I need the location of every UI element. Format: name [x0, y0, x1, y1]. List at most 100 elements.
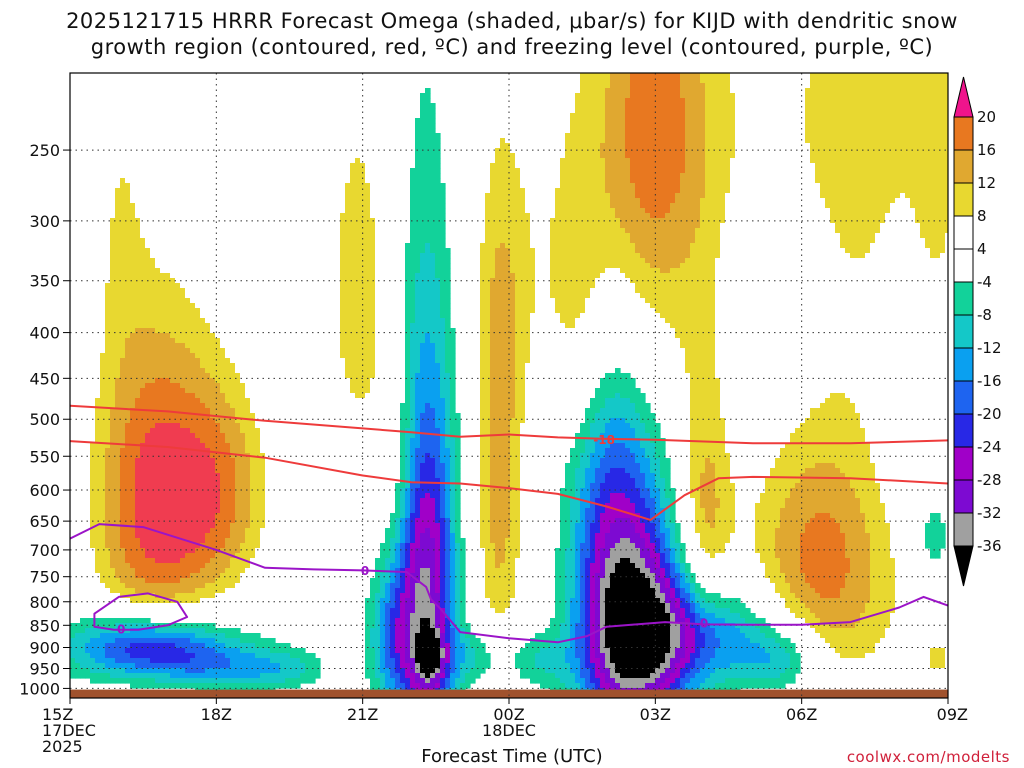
omega-cell — [720, 108, 726, 114]
omega-cell — [485, 83, 491, 89]
omega-cell — [655, 263, 661, 269]
omega-cell — [875, 88, 881, 94]
omega-cell — [635, 168, 641, 174]
omega-cell — [710, 238, 716, 244]
omega-cell — [940, 218, 946, 224]
omega-cell — [895, 183, 901, 189]
omega-cell — [655, 248, 661, 254]
omega-cell — [785, 218, 791, 224]
omega-cell — [920, 153, 926, 159]
omega-cell — [105, 248, 111, 254]
omega-cell — [340, 183, 346, 189]
omega-cell — [845, 168, 851, 174]
omega-cell — [680, 128, 686, 134]
omega-cell — [760, 108, 766, 114]
omega-cell — [795, 173, 801, 179]
omega-cell — [620, 118, 626, 124]
omega-cell — [850, 138, 856, 144]
omega-cell — [650, 223, 656, 229]
omega-cell — [610, 148, 616, 154]
omega-cell — [695, 263, 701, 269]
omega-cell — [105, 113, 111, 119]
omega-cell — [715, 98, 721, 104]
omega-cell — [145, 263, 151, 269]
omega-cell — [630, 108, 636, 114]
omega-cell — [95, 213, 101, 219]
omega-cell — [850, 143, 856, 149]
omega-cell — [650, 98, 656, 104]
omega-cell — [120, 263, 126, 269]
omega-cell — [905, 198, 911, 204]
omega-cell — [370, 103, 376, 109]
omega-cell — [145, 228, 151, 234]
omega-cell — [425, 158, 431, 164]
omega-cell — [910, 128, 916, 134]
omega-cell — [935, 83, 941, 89]
omega-cell — [490, 248, 496, 254]
omega-cell — [765, 113, 771, 119]
chart-title: 2025121715 HRRR Forecast Omega (shaded, … — [0, 8, 1024, 60]
omega-cell — [95, 158, 101, 164]
omega-cell — [925, 138, 931, 144]
omega-cell — [695, 213, 701, 219]
omega-cell — [615, 148, 621, 154]
omega-cell — [130, 213, 136, 219]
omega-cell — [755, 138, 761, 144]
omega-cell — [915, 148, 921, 154]
omega-cell — [830, 98, 836, 104]
omega-cell — [715, 248, 721, 254]
omega-cell — [510, 88, 516, 94]
omega-cell — [895, 223, 901, 229]
omega-cell — [555, 128, 561, 134]
omega-cell — [710, 73, 716, 79]
omega-cell — [775, 168, 781, 174]
omega-cell — [945, 143, 948, 149]
omega-cell — [660, 248, 666, 254]
omega-cell — [855, 173, 861, 179]
omega-cell — [545, 208, 551, 214]
omega-cell — [625, 103, 631, 109]
omega-cell — [500, 183, 506, 189]
omega-cell — [550, 193, 556, 199]
omega-cell — [355, 198, 361, 204]
omega-cell — [885, 113, 891, 119]
omega-cell — [770, 153, 776, 159]
omega-cell — [140, 168, 146, 174]
omega-cell — [830, 88, 836, 94]
omega-cell — [530, 223, 536, 229]
omega-cell — [665, 253, 671, 259]
omega-cell — [740, 128, 746, 134]
omega-cell — [415, 228, 421, 234]
omega-cell — [840, 123, 846, 129]
omega-cell — [740, 258, 746, 264]
omega-cell — [145, 258, 151, 264]
omega-cell — [355, 88, 361, 94]
omega-cell — [620, 183, 626, 189]
omega-cell — [570, 243, 576, 249]
omega-cell — [585, 103, 591, 109]
omega-cell — [785, 178, 791, 184]
omega-cell — [685, 208, 691, 214]
omega-cell — [510, 208, 516, 214]
omega-cell — [725, 138, 731, 144]
omega-cell — [670, 118, 676, 124]
omega-cell — [515, 168, 521, 174]
omega-cell — [505, 253, 511, 259]
omega-cell — [570, 203, 576, 209]
omega-cell — [765, 83, 771, 89]
omega-cell — [875, 218, 881, 224]
omega-cell — [750, 203, 756, 209]
omega-cell — [540, 128, 546, 134]
omega-cell — [355, 123, 361, 129]
omega-cell — [620, 238, 626, 244]
omega-cell — [475, 153, 481, 159]
omega-cell — [325, 188, 331, 194]
omega-cell — [770, 113, 776, 119]
omega-cell — [815, 218, 821, 224]
omega-cell — [435, 268, 441, 274]
omega-cell — [195, 238, 201, 244]
omega-cell — [900, 173, 906, 179]
omega-cell — [405, 258, 411, 264]
omega-cell — [675, 108, 681, 114]
omega-cell — [550, 203, 556, 209]
